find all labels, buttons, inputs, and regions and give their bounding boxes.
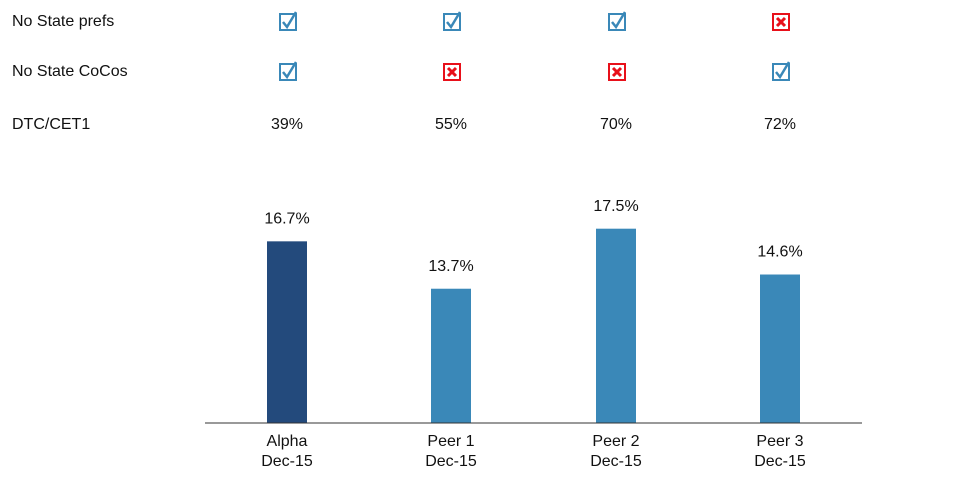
- check-box: [279, 13, 297, 31]
- cross-x: [446, 66, 458, 78]
- check-icon: [279, 61, 298, 81]
- cross-x: [611, 66, 623, 78]
- x-tick-label: Peer 2: [592, 433, 639, 450]
- value-label: 16.7%: [264, 211, 309, 228]
- check-box: [772, 63, 790, 81]
- cross-icon: [443, 63, 461, 81]
- check-tick: [611, 11, 627, 30]
- cross-x: [775, 16, 787, 28]
- cross-icon: [772, 13, 790, 31]
- x-tick-label: Dec-15: [590, 453, 642, 470]
- check-tick: [775, 61, 791, 80]
- check-box: [279, 63, 297, 81]
- check-box: [608, 13, 626, 31]
- x-tick-label: Peer 3: [756, 433, 803, 450]
- cell: 55%: [435, 116, 467, 133]
- x-tick-label: Dec-15: [425, 453, 477, 470]
- x-tick-label: Alpha: [267, 433, 308, 450]
- row-label: No State prefs: [12, 13, 114, 30]
- check-icon: [772, 61, 791, 81]
- check-tick: [446, 11, 462, 30]
- check-tick: [282, 61, 298, 80]
- bar: [596, 228, 636, 423]
- value-label: 14.6%: [757, 244, 802, 261]
- value-label: 17.5%: [593, 198, 638, 215]
- bar: [267, 241, 307, 423]
- check-tick: [282, 11, 298, 30]
- bar: [760, 274, 800, 423]
- bar: [431, 288, 471, 423]
- x-tick-label: Dec-15: [261, 453, 313, 470]
- value-label: 13.7%: [428, 258, 473, 275]
- cell: 39%: [271, 116, 303, 133]
- x-tick-label: Peer 1: [427, 433, 474, 450]
- cross-icon: [608, 63, 626, 81]
- cell: 72%: [764, 116, 796, 133]
- check-icon: [443, 11, 462, 31]
- row-label: DTC/CET1: [12, 116, 90, 133]
- check-icon: [279, 11, 298, 31]
- x-tick-label: Dec-15: [754, 453, 806, 470]
- row-label: No State CoCos: [12, 63, 128, 80]
- check-box: [443, 13, 461, 31]
- cell: 70%: [600, 116, 632, 133]
- check-icon: [608, 11, 627, 31]
